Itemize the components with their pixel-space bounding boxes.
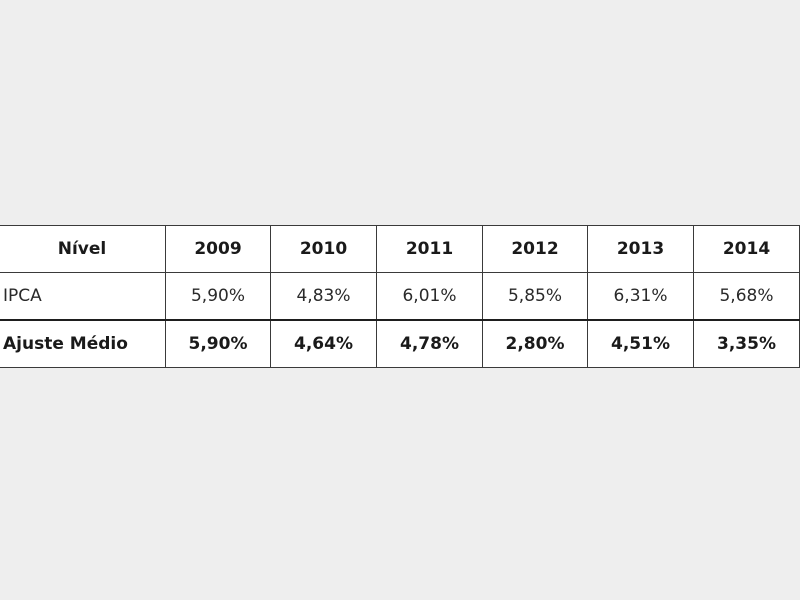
header-year-cell: 2013 <box>587 225 694 273</box>
header-year-cell: 2011 <box>376 225 483 273</box>
header-year-cell: 2014 <box>693 225 800 273</box>
row-label-cell: Ajuste Médio <box>0 319 166 368</box>
value-cell: 5,90% <box>165 272 271 321</box>
header-label-cell: Nível <box>0 225 166 273</box>
table-row-ipca: IPCA 5,90% 4,83% 6,01% 5,85% 6,31% 5,68% <box>0 272 800 321</box>
value-cell: 3,35% <box>693 319 800 368</box>
row-label-cell: IPCA <box>0 272 166 321</box>
value-cell: 4,51% <box>587 319 694 368</box>
value-cell: 6,01% <box>376 272 483 321</box>
header-year-cell: 2009 <box>165 225 271 273</box>
ipca-adjustment-table: Nível 2009 2010 2011 2012 2013 2014 IPCA… <box>0 225 800 368</box>
table-row-ajuste-medio: Ajuste Médio 5,90% 4,64% 4,78% 2,80% 4,5… <box>0 319 800 368</box>
header-year-cell: 2012 <box>482 225 588 273</box>
value-cell: 4,83% <box>270 272 377 321</box>
header-year-cell: 2010 <box>270 225 377 273</box>
value-cell: 4,78% <box>376 319 483 368</box>
value-cell: 4,64% <box>270 319 377 368</box>
value-cell: 6,31% <box>587 272 694 321</box>
value-cell: 5,68% <box>693 272 800 321</box>
value-cell: 5,85% <box>482 272 588 321</box>
table-header-row: Nível 2009 2010 2011 2012 2013 2014 <box>0 225 800 273</box>
value-cell: 5,90% <box>165 319 271 368</box>
value-cell: 2,80% <box>482 319 588 368</box>
